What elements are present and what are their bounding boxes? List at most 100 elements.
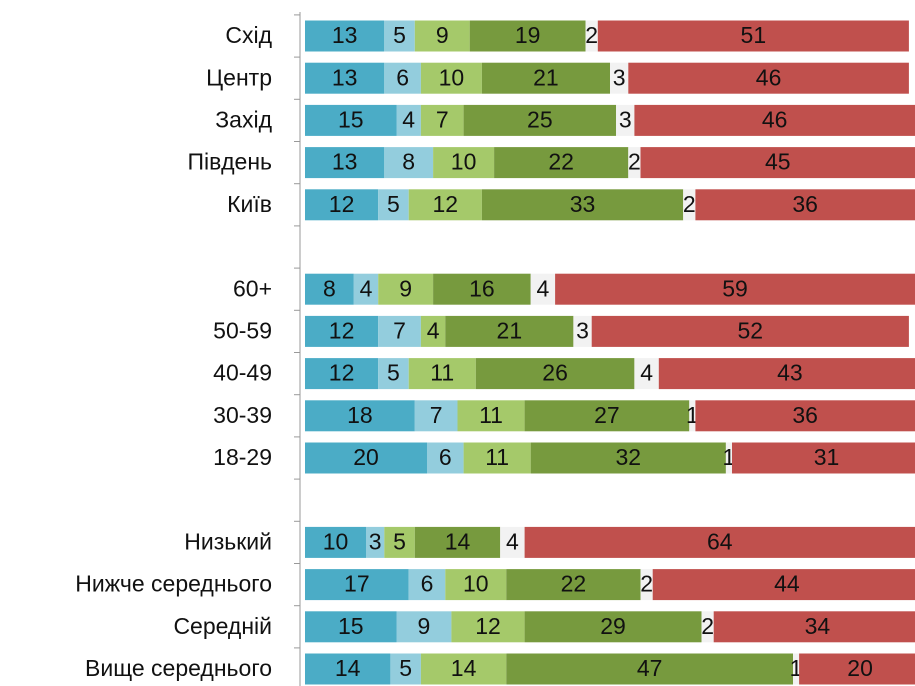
bar-segment [378,189,409,221]
data-label: 32 [616,444,642,470]
bar-segment [506,653,793,685]
bar-segment [414,400,458,432]
data-label: 4 [360,275,373,301]
bar-segment [640,147,915,179]
data-label: 21 [497,317,523,343]
bar-segment [640,569,653,601]
bar-segment [494,147,629,179]
category-label: Низький [184,528,272,554]
data-label: 22 [561,571,587,597]
bar-segment [634,104,915,136]
bar-segment [725,442,732,474]
bar-segment [463,104,617,136]
bar-segment [305,273,354,305]
bar-segment [445,569,507,601]
bar-segment [799,653,915,685]
data-label: 21 [533,64,559,90]
data-label: 47 [637,655,663,681]
bar-segment [573,315,592,347]
bar-segment [427,442,464,474]
bar-segment [610,62,629,94]
bar-segment [475,358,635,390]
category-label: 30-39 [213,402,272,428]
bar-segment [585,20,598,52]
data-label: 14 [335,655,361,681]
bar-segment [420,315,446,347]
data-label: 6 [396,64,409,90]
data-label: 14 [451,655,477,681]
bar-segment [305,104,397,136]
bar-segment [420,653,507,685]
data-label: 17 [344,571,370,597]
data-label: 2 [585,22,598,48]
data-label: 3 [576,317,589,343]
bar-segment [305,20,385,52]
bar-segment [384,526,415,558]
data-label: 4 [427,317,440,343]
bar-segment [701,611,714,643]
data-label: 51 [741,22,767,48]
bar-segment [408,358,476,390]
bar-segment [378,358,409,390]
data-label: 26 [542,360,568,386]
bar-segment [305,611,397,643]
data-label: 36 [792,402,818,428]
data-label: 5 [399,655,412,681]
bar-segment [378,273,434,305]
data-label: 12 [475,613,501,639]
bar-segment [695,189,915,221]
data-label: 19 [515,22,541,48]
data-label: 5 [387,360,400,386]
data-label: 13 [332,149,358,175]
data-label: 11 [479,402,503,428]
bar-segment [414,526,501,558]
data-label: 7 [393,317,406,343]
data-label: 12 [433,191,459,217]
bar-segment [652,569,915,601]
bar-segment [378,315,421,347]
data-label: 20 [847,655,873,681]
bar-segment [305,62,385,94]
bar-segment [420,62,482,94]
data-label: 45 [765,149,791,175]
bar-segment [481,189,684,221]
bar-segment [305,569,409,601]
data-label: 18 [347,402,373,428]
data-label: 5 [393,528,406,554]
bar-segment [353,273,379,305]
bar-segment [384,147,434,179]
bar-segment [469,20,586,52]
data-label: 8 [402,149,415,175]
bar-segment [658,358,915,390]
data-label: 7 [430,402,443,428]
bar-segment [457,400,525,432]
data-label: 14 [445,528,471,554]
data-label: 44 [774,571,800,597]
data-label: 6 [439,444,452,470]
data-label: 31 [814,444,840,470]
bar-segment [713,611,915,643]
bar-segment [451,611,525,643]
data-label: 7 [436,106,449,132]
bar-segment [396,611,452,643]
category-label: Південь [188,149,273,175]
bar-segment [414,20,470,52]
bar-segment [305,442,427,474]
bar-segment [305,526,366,558]
bar-segment [555,273,915,305]
bar-segment [689,400,696,432]
category-label: Захід [215,106,272,132]
data-label: 9 [436,22,449,48]
bar-segment [616,104,635,136]
category-label: 50-59 [213,317,272,343]
bar-segment [445,315,574,347]
bar-segment [524,526,915,558]
bar-segment [305,400,415,432]
data-label: 20 [353,444,379,470]
bar-segment [695,400,915,432]
data-label: 11 [485,444,509,470]
data-label: 10 [439,64,465,90]
category-label: Середній [173,613,272,639]
data-label: 29 [600,613,626,639]
